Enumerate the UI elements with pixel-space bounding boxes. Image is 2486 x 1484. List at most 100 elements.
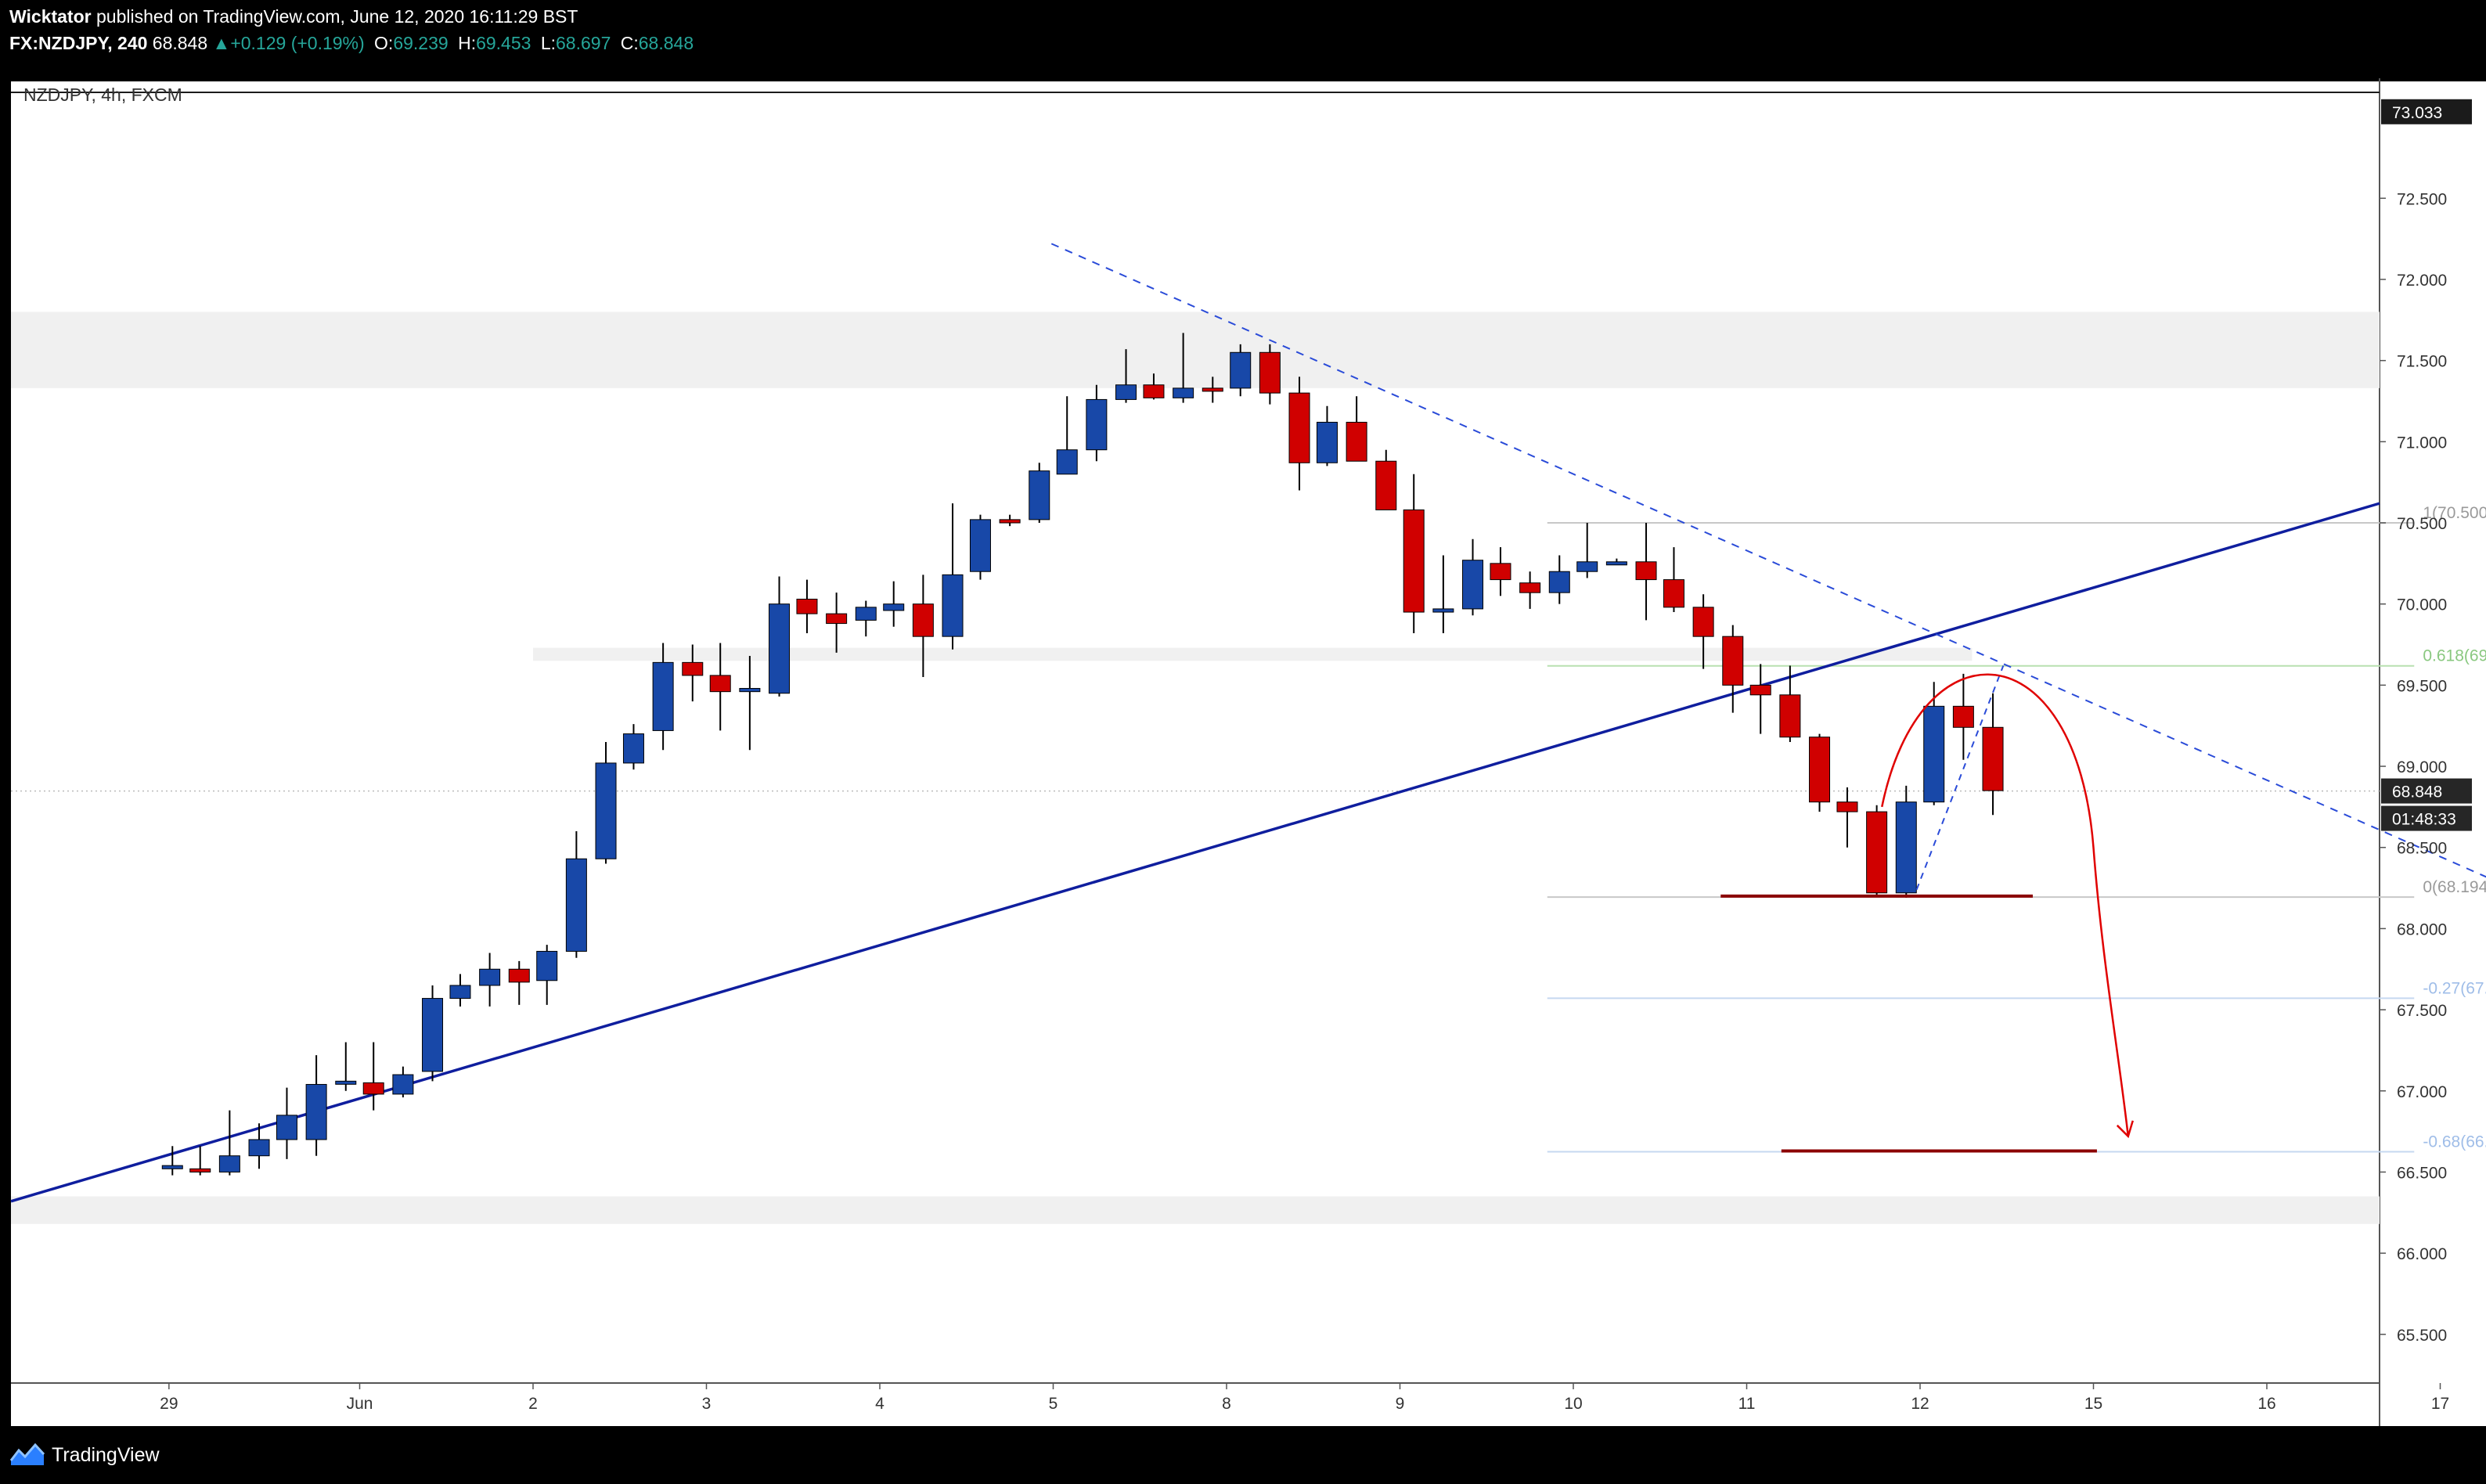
candle-down (1375, 460, 1397, 510)
candle-down (189, 1168, 211, 1172)
candle-up (1576, 561, 1598, 572)
chart-title: NZDJPY, 4h, FXCM (23, 85, 182, 105)
candle-up (449, 985, 471, 1000)
candle-up (565, 858, 587, 952)
candle-down (1692, 607, 1714, 637)
candle-down (1952, 705, 1974, 728)
price-label-box (2381, 99, 2472, 124)
candle-up (883, 603, 905, 611)
time-tick-label: 2 (528, 1395, 538, 1413)
time-tick-label: 8 (1222, 1395, 1231, 1413)
time-tick-label: 29 (160, 1395, 178, 1413)
candle-down (1519, 582, 1541, 593)
symbol-name[interactable]: FX:NZDJPY, 240 (9, 33, 148, 53)
candle-down (709, 675, 731, 693)
chart-header: Wicktator published on TradingView.com, … (0, 0, 2486, 59)
time-tick-label: 17 (2431, 1395, 2449, 1413)
candle-down (508, 968, 530, 983)
price-tick-label: 69.500 (2397, 677, 2447, 695)
zone-band (11, 312, 2380, 388)
candle-up (622, 733, 644, 764)
open-value: 69.239 (393, 33, 449, 53)
low-label: L: (540, 33, 557, 53)
candle-up (1115, 384, 1137, 400)
candle-up (739, 688, 761, 693)
price-label: 68.848 (2392, 783, 2442, 801)
rise-dashed-line (1915, 665, 2005, 890)
projection-arc (1881, 673, 2130, 1136)
price-tick-label: 68.500 (2397, 840, 2447, 858)
time-tick-label: 5 (1049, 1395, 1058, 1413)
candle-up (1086, 398, 1108, 451)
price-tick-label: 67.500 (2397, 1002, 2447, 1020)
candle-down (1866, 811, 1888, 894)
candle-up (969, 519, 991, 572)
chart-footer: TradingView (0, 1426, 2486, 1484)
candle-down (1749, 684, 1771, 696)
candle-down (362, 1082, 384, 1095)
price-tick-label: 66.000 (2397, 1245, 2447, 1263)
close-value: 68.848 (638, 33, 694, 53)
price-axis (2380, 81, 2486, 1426)
tradingview-brand: TradingView (52, 1443, 160, 1466)
candle-up (942, 574, 964, 637)
time-tick-label: 3 (702, 1395, 712, 1413)
candle-down (1663, 579, 1684, 608)
candle-up (335, 1080, 357, 1085)
time-tick-label: 4 (875, 1395, 885, 1413)
price-tick-label: 72.000 (2397, 272, 2447, 290)
candle-down (1982, 726, 2004, 791)
candle-down (1346, 421, 1367, 462)
price-tick-label: 71.500 (2397, 353, 2447, 371)
candle-up (161, 1165, 183, 1169)
candle-down (796, 598, 818, 614)
candle-down (1490, 563, 1511, 581)
publish-line: Wicktator published on TradingView.com, … (9, 6, 578, 27)
time-tick-label: 16 (2257, 1395, 2275, 1413)
candle-up (1462, 560, 1484, 610)
candle-up (1230, 351, 1252, 389)
candle-down (912, 603, 934, 637)
candle-up (1923, 705, 1945, 803)
candle-up (1895, 801, 1917, 894)
candle-up (276, 1115, 297, 1140)
candle-up (1605, 561, 1627, 566)
candle-up (422, 998, 444, 1072)
candle-down (1836, 801, 1858, 812)
candle-down (1779, 694, 1801, 738)
candle-up (248, 1139, 270, 1157)
fib-level-label: -0.68(66.625) (2423, 1133, 2486, 1151)
time-tick-label: 9 (1396, 1395, 1405, 1413)
candle-up (595, 762, 617, 859)
price-label: 73.033 (2392, 104, 2442, 122)
candle-up (392, 1074, 414, 1095)
price-tick-label: 67.000 (2397, 1083, 2447, 1101)
time-tick-label: 11 (1738, 1395, 1756, 1413)
publish-info: published on TradingView.com, June 12, 2… (95, 6, 578, 27)
tradingview-logo[interactable]: TradingView (9, 1442, 160, 1468)
candle-up (1548, 571, 1570, 593)
fib-level-label: 0(68.194) (2423, 878, 2486, 896)
countdown-box (2381, 805, 2472, 831)
time-axis (11, 1383, 2380, 1426)
price-tick-label: 70.500 (2397, 515, 2447, 533)
price-tick-label: 66.500 (2397, 1164, 2447, 1182)
time-tick-label: 10 (1564, 1395, 1582, 1413)
fib-level-label: 1(70.500) (2423, 504, 2486, 522)
price-tick-label: 69.000 (2397, 758, 2447, 776)
fib-level-label: -0.27(67.571) (2423, 979, 2486, 997)
candle-up (1316, 421, 1338, 463)
candle-down (1288, 392, 1310, 463)
zone-band (533, 647, 1973, 661)
time-tick-label: 12 (1911, 1395, 1929, 1413)
high-value: 69.453 (476, 33, 531, 53)
publisher-name[interactable]: Wicktator (9, 6, 92, 27)
time-tick-label: 15 (2084, 1395, 2102, 1413)
countdown-label: 01:48:33 (2392, 811, 2456, 829)
change-arrow-icon: ▲ (212, 33, 231, 53)
candle-up (769, 603, 791, 694)
candle-up (305, 1083, 327, 1140)
candle-down (1202, 387, 1223, 392)
candle-down (1809, 737, 1831, 803)
